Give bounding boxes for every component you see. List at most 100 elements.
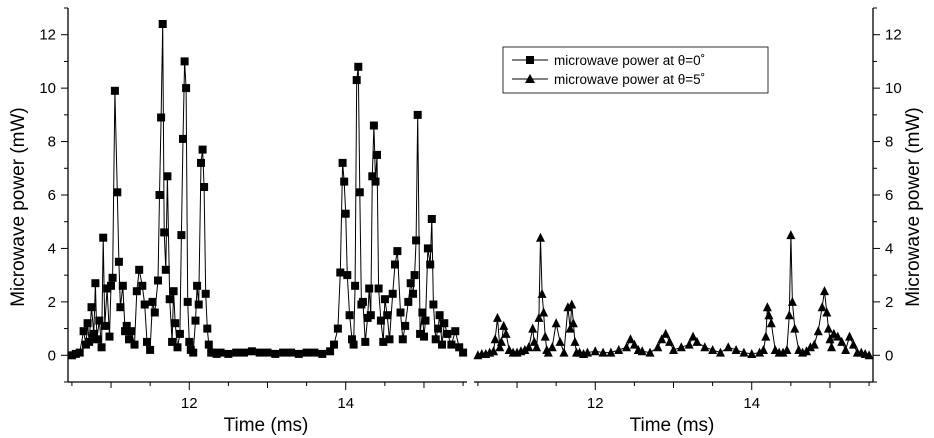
data-point-square — [157, 113, 166, 122]
data-point-triangle — [684, 339, 694, 349]
data-point-square — [92, 335, 101, 344]
data-point-triangle — [490, 334, 500, 344]
data-point-square — [193, 281, 202, 290]
data-point-square — [361, 337, 370, 346]
data-point-square — [388, 289, 397, 298]
data-point-square — [148, 297, 157, 306]
left-panel — [67, 20, 468, 360]
data-point-square — [336, 268, 345, 277]
data-point-triangle — [813, 326, 823, 336]
data-point-triangle — [565, 323, 575, 333]
data-point-square — [447, 340, 456, 349]
data-point-triangle — [657, 334, 667, 344]
y-tick-label-left: 12 — [39, 27, 56, 44]
data-point-square — [338, 158, 347, 167]
data-point-square — [138, 281, 147, 290]
data-point-triangle — [688, 331, 698, 341]
data-point-square — [91, 279, 100, 288]
data-point-triangle — [833, 331, 843, 341]
data-point-square — [358, 297, 367, 306]
data-point-square — [426, 260, 435, 269]
data-point-square — [412, 236, 421, 245]
data-point-triangle — [665, 336, 675, 346]
data-point-square — [438, 340, 446, 349]
data-point-triangle — [598, 347, 608, 357]
data-point-square — [352, 76, 361, 85]
data-point-square — [396, 308, 405, 317]
data-point-square — [330, 340, 338, 349]
data-point-square — [150, 308, 159, 317]
legend: microwave power at θ=0˚ microwave power … — [502, 46, 769, 94]
y-tick-label-right: 10 — [885, 80, 902, 97]
data-point-square — [345, 311, 354, 320]
data-point-square — [87, 303, 96, 312]
data-point-square — [420, 332, 428, 341]
data-point-square — [113, 188, 122, 197]
data-point-square — [200, 183, 209, 191]
legend-frame — [502, 46, 769, 94]
data-point-square — [393, 247, 402, 256]
data-point-square — [122, 321, 131, 330]
data-point-square — [146, 345, 155, 354]
data-point-square — [100, 321, 109, 330]
data-point-square — [224, 349, 233, 358]
data-point-square — [341, 209, 350, 218]
data-point-triangle — [692, 336, 702, 346]
data-point-square — [294, 349, 303, 358]
data-point-triangle — [755, 347, 765, 357]
data-point-square — [406, 279, 415, 288]
data-point-square — [165, 295, 174, 304]
data-point-square — [183, 297, 192, 306]
data-point-triangle — [784, 310, 794, 320]
data-point-triangle — [822, 307, 832, 317]
data-point-triangle — [536, 232, 545, 242]
data-point-square — [318, 349, 327, 358]
data-point-square — [95, 316, 104, 325]
data-point-square — [385, 335, 394, 344]
data-point-square — [443, 329, 452, 338]
data-point-square — [240, 348, 248, 357]
axes: 12 14 12 14 0 0 2 2 4 4 6 6 8 8 10 10 12 12 — [39, 7, 902, 412]
data-point-triangle — [715, 347, 725, 357]
data-point-triangle — [805, 342, 815, 352]
legend-entry-theta5: microwave power at θ=5˚ — [512, 72, 705, 87]
data-point-square — [179, 134, 187, 143]
data-point-square — [177, 231, 186, 240]
data-point-triangle — [782, 344, 792, 354]
data-point-triangle — [739, 347, 749, 357]
y-tick-label-right: 12 — [885, 27, 902, 44]
data-point-square — [410, 271, 419, 280]
data-point-triangle — [676, 342, 686, 352]
data-point-square — [366, 311, 375, 320]
data-point-triangle — [622, 342, 632, 352]
data-point-triangle — [809, 339, 819, 349]
y-tick-label-right: 4 — [885, 240, 893, 257]
data-point-square — [158, 20, 167, 28]
data-point-square — [365, 284, 374, 293]
data-point-square — [168, 337, 177, 346]
data-point-triangle — [492, 312, 502, 322]
y-tick-label-right: 8 — [885, 134, 893, 151]
data-point-triangle — [568, 318, 578, 328]
data-point-triangle — [766, 318, 776, 328]
data-point-square — [434, 324, 443, 333]
data-point-square — [197, 158, 205, 167]
data-point-square — [431, 335, 440, 344]
data-point-square — [247, 347, 256, 356]
data-point-square — [348, 335, 356, 344]
data-point-square — [263, 348, 272, 357]
y-tick-label-left: 0 — [48, 347, 56, 364]
data-point-triangle — [653, 342, 663, 352]
data-point-triangle — [528, 323, 538, 333]
data-point-square — [355, 188, 364, 197]
data-point-square — [418, 308, 427, 317]
data-point-square — [89, 329, 98, 338]
data-point-square — [194, 300, 203, 309]
data-point-square — [125, 335, 133, 344]
data-point-square — [180, 57, 189, 66]
data-point-triangle — [819, 286, 829, 296]
data-point-square — [279, 348, 288, 357]
data-point-square — [143, 337, 151, 346]
data-point-square — [376, 316, 385, 325]
